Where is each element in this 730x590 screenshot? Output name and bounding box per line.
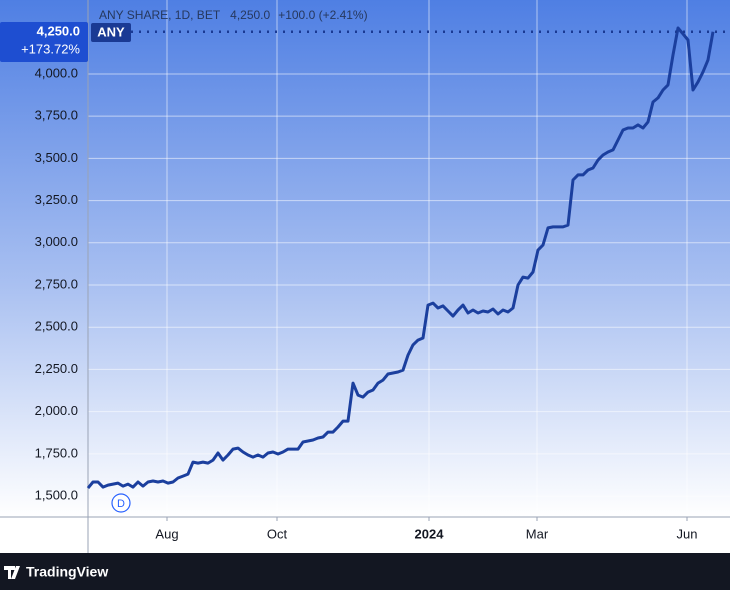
event-marker-text[interactable]: D [117,498,125,510]
header: ANY SHARE, 1D, BET 4,250.0 +100.0 (+2.41%) [99,8,368,22]
plot [86,26,730,490]
grid [88,0,730,517]
brand: TradingView [26,564,108,580]
event-marker[interactable] [111,493,131,513]
price-badge-change: +173.72% [21,41,80,56]
x-tick-label: Oct [267,526,288,541]
price-badge-value: 4,250.0 [37,23,80,38]
x-tick-label: Aug [155,526,178,541]
symbol-tag [91,23,131,42]
x-tick-label: 2024 [415,526,445,541]
y-tick-label: 1,750.0 [35,445,78,460]
y-tick-label: 2,000.0 [35,403,78,418]
y-tick-label: 2,750.0 [35,276,78,291]
y-tick-label: 1,500.0 [35,488,78,503]
header-price: 4,250.0 [230,8,270,22]
x-tick-label: Mar [526,526,549,541]
y-tick-label: 2,250.0 [35,361,78,376]
symbol-tag-text: ANY [97,24,125,39]
y-tick-label: 4,000.0 [35,65,78,80]
y-tick-label: 3,000.0 [35,234,78,249]
price-line [86,26,715,490]
y-tick-label: 3,250.0 [35,192,78,207]
x-axis-area [0,517,730,553]
footer [0,553,730,590]
brand-logo [4,566,20,579]
header-change: +100.0 (+2.41%) [278,8,367,22]
plot-background [0,0,730,517]
price-badge [0,22,88,62]
y-tick-label: 2,500.0 [35,319,78,334]
y-tick-label: 3,500.0 [35,150,78,165]
y-tick-label: 3,750.0 [35,108,78,123]
chart-title: ANY SHARE, 1D, BET [99,8,221,22]
x-tick-label: Jun [677,526,698,541]
